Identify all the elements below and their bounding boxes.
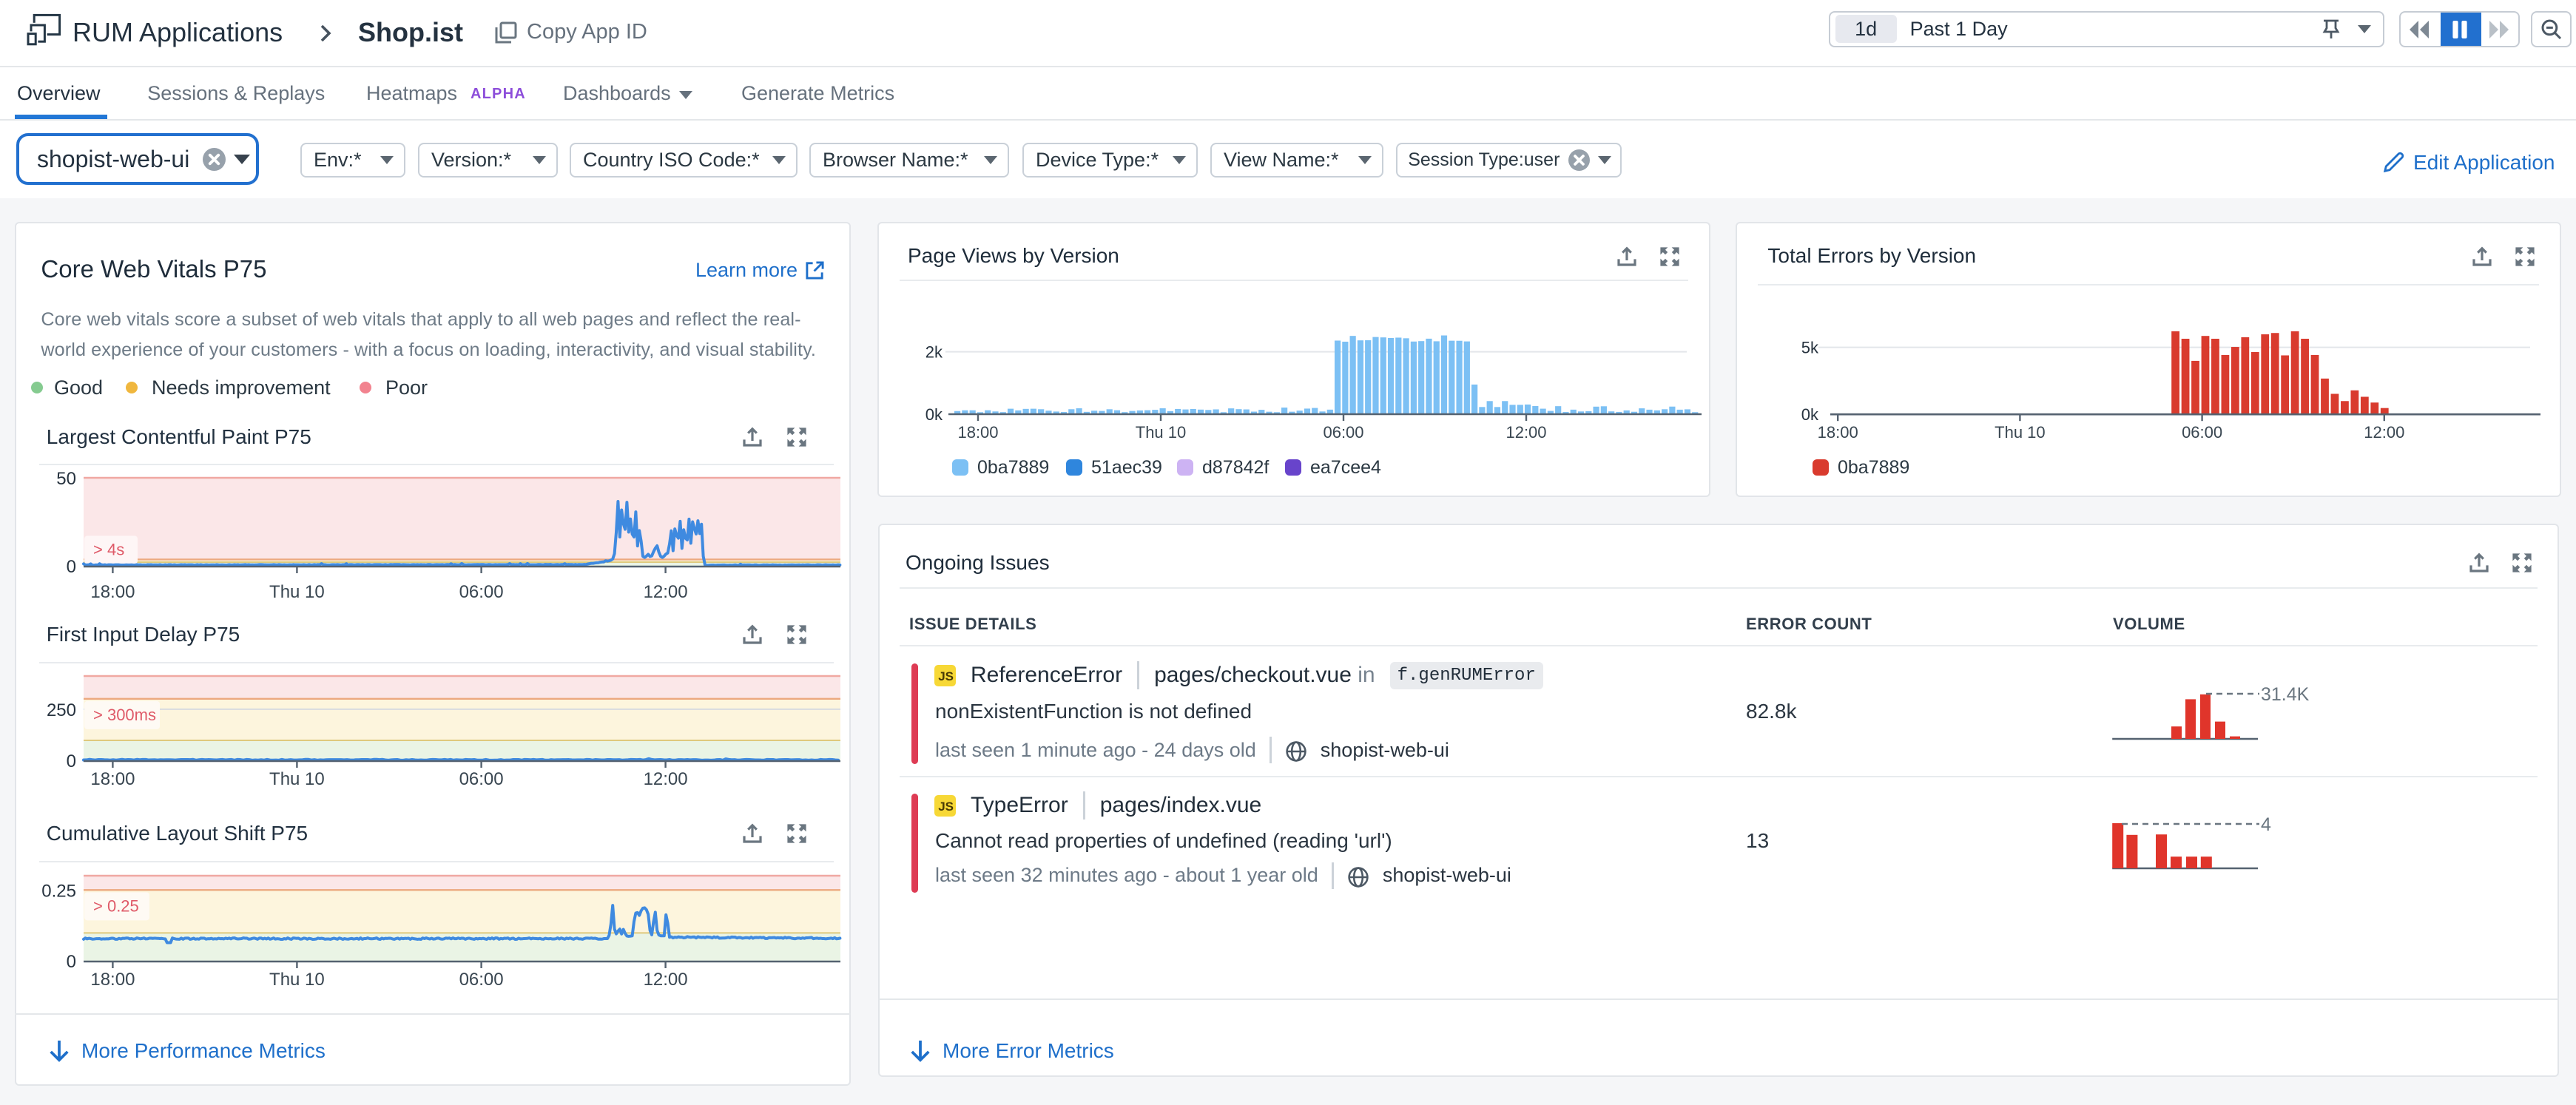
svg-text:0: 0	[67, 751, 76, 771]
svg-text:0: 0	[67, 557, 76, 577]
svg-text:50: 50	[56, 470, 76, 489]
svg-text:2k: 2k	[925, 343, 943, 362]
svg-text:> 0.25: > 0.25	[93, 896, 139, 915]
svg-text:> 300ms: > 300ms	[93, 706, 156, 724]
svg-text:250: 250	[47, 700, 76, 720]
svg-text:> 4s: > 4s	[93, 540, 124, 558]
svg-text:0k: 0k	[925, 405, 943, 424]
svg-text:4: 4	[2261, 814, 2271, 835]
svg-text:5k: 5k	[1801, 339, 1819, 357]
svg-text:0: 0	[67, 952, 76, 972]
svg-text:0k: 0k	[1801, 405, 1819, 424]
svg-text:0.25: 0.25	[41, 881, 76, 901]
svg-text:31.4K: 31.4K	[2261, 684, 2310, 705]
